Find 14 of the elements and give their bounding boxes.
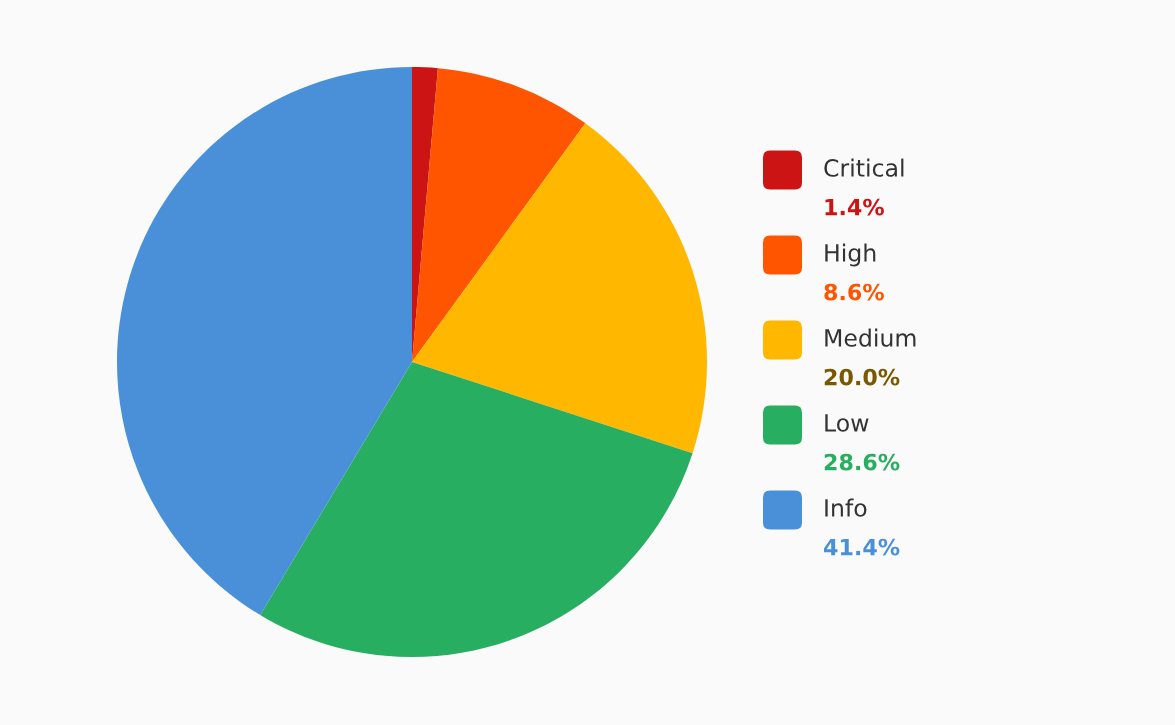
pie-slice	[412, 123, 707, 454]
data-label: 20.0%	[824, 368, 900, 386]
legend-label: Info	[825, 498, 867, 517]
pie-slice	[260, 362, 693, 657]
data-label: 1.4%	[825, 198, 884, 216]
pie-slice	[412, 68, 586, 362]
legend-label: Critical	[824, 158, 904, 177]
legend-label: Low	[825, 414, 869, 432]
pie-slice	[117, 67, 412, 615]
data-label: 41.4%	[824, 538, 900, 556]
data-label: 28.6%	[824, 453, 900, 471]
legend-label: Medium	[825, 328, 916, 347]
data-label: 8.6%	[824, 283, 884, 301]
legend-label: High	[825, 243, 876, 267]
